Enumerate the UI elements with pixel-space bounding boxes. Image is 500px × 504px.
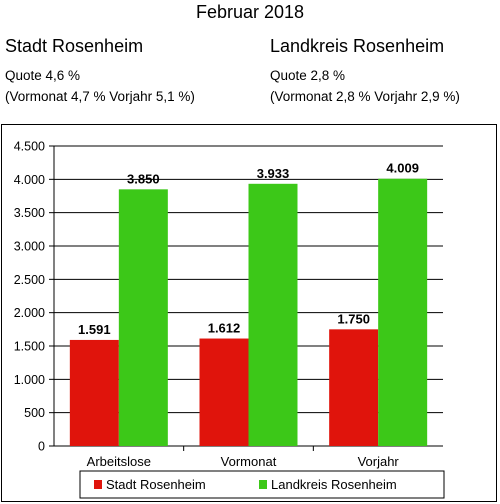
legend-label: Stadt Rosenheim (106, 477, 206, 492)
y-tick-label: 0 (38, 440, 45, 454)
y-tick-label: 3.000 (14, 240, 45, 254)
data-label: 1.612 (208, 321, 241, 336)
x-tick-label: Vormonat (221, 454, 277, 469)
data-label: 4.009 (386, 161, 419, 176)
y-tick-label: 4.000 (14, 173, 45, 187)
y-tick-label: 1.500 (14, 340, 45, 354)
y-tick-label: 2.500 (14, 273, 45, 287)
chart-title: Februar 2018 (195, 2, 305, 22)
stadt-name: Stadt Rosenheim (5, 36, 144, 56)
data-label: 1.591 (78, 322, 111, 337)
y-tick-label: 3.500 (14, 206, 45, 220)
data-label: 1.750 (337, 311, 370, 326)
stadt-previous: (Vormonat 4,7 % Vorjahr 5,1 %) (5, 89, 195, 104)
x-tick-label: Arbeitslose (87, 454, 151, 469)
data-label: 3.850 (127, 171, 160, 186)
bar (248, 183, 298, 447)
legend-box (79, 470, 445, 499)
y-tick-label: 1.000 (14, 373, 45, 387)
stadt-quote: Quote 4,6 % (5, 68, 81, 83)
bar (69, 339, 119, 446)
landkreis-quote: Quote 2,8 % (270, 68, 346, 83)
bar (199, 338, 249, 446)
legend-swatch (94, 480, 102, 489)
landkreis-summary: Landkreis Rosenheim Quote 2,8 % (Vormona… (270, 36, 460, 107)
y-tick-label: 2.000 (14, 306, 45, 320)
stadt-summary: Stadt Rosenheim Quote 4,6 % (Vormonat 4,… (5, 36, 195, 107)
y-tick-label: 4.500 (14, 140, 45, 154)
chart-frame (1, 124, 497, 502)
bar (329, 329, 379, 446)
x-tick-label: Vorjahr (358, 454, 400, 469)
data-label: 3.933 (257, 166, 290, 181)
bar (378, 178, 428, 446)
bar (118, 189, 168, 447)
landkreis-previous: (Vormonat 2,8 % Vorjahr 2,9 %) (270, 89, 460, 104)
legend-label: Landkreis Rosenheim (271, 477, 397, 492)
legend-swatch (259, 480, 267, 489)
y-tick-label: 500 (24, 406, 45, 420)
landkreis-name: Landkreis Rosenheim (270, 36, 445, 56)
